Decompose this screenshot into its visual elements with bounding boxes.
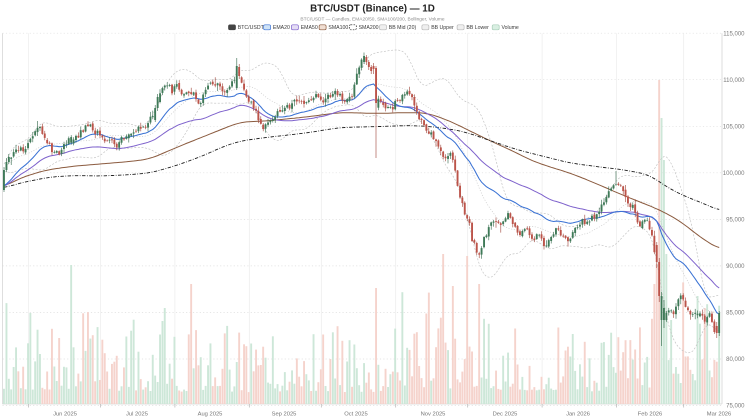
svg-text:Oct 2025: Oct 2025	[344, 412, 368, 418]
svg-text:SMA200: SMA200	[359, 25, 379, 31]
svg-text:BB Mid (20): BB Mid (20)	[389, 25, 417, 31]
svg-text:90,000: 90,000	[726, 264, 745, 270]
svg-text:80,000: 80,000	[726, 357, 745, 363]
svg-text:Dec 2025: Dec 2025	[493, 412, 518, 418]
svg-text:115,000: 115,000	[723, 31, 745, 37]
svg-text:BTC/USDT (Binance) — 1D: BTC/USDT (Binance) — 1D	[310, 3, 435, 14]
svg-text:110,000: 110,000	[723, 78, 745, 84]
svg-text:Volume: Volume	[502, 25, 519, 31]
svg-text:Nov 2025: Nov 2025	[421, 412, 446, 418]
svg-text:75,000: 75,000	[726, 404, 745, 410]
svg-text:85,000: 85,000	[726, 311, 745, 317]
svg-text:BTC/USDT — Candles, EMA20/50,: BTC/USDT — Candles, EMA20/50, SMA100/200…	[300, 17, 444, 23]
svg-text:EMA50: EMA50	[301, 25, 318, 31]
svg-text:Feb 2026: Feb 2026	[638, 412, 663, 418]
svg-text:SMA100: SMA100	[328, 25, 348, 31]
svg-text:105,000: 105,000	[723, 124, 745, 130]
svg-text:95,000: 95,000	[726, 218, 745, 224]
svg-text:Sep 2025: Sep 2025	[272, 412, 297, 418]
svg-text:Jul 2025: Jul 2025	[126, 412, 148, 418]
svg-text:BTC/USDT: BTC/USDT	[238, 25, 265, 31]
svg-text:BB Lower: BB Lower	[466, 25, 489, 31]
svg-text:100,000: 100,000	[723, 171, 745, 177]
svg-text:Jan 2026: Jan 2026	[566, 412, 590, 418]
svg-text:Aug 2025: Aug 2025	[198, 412, 223, 418]
svg-text:EMA20: EMA20	[273, 25, 290, 31]
svg-text:BB Upper: BB Upper	[431, 25, 454, 31]
svg-text:Mar 2026: Mar 2026	[707, 412, 732, 418]
svg-text:Jun 2025: Jun 2025	[53, 412, 77, 418]
